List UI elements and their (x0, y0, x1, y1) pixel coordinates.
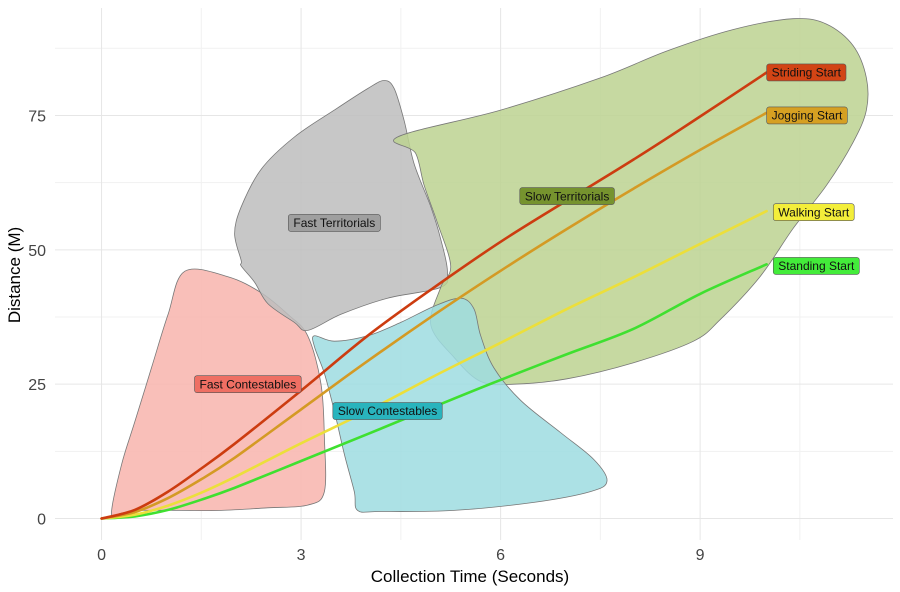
zone-labels: Fast Contestables Fast Territorials Slow T… (194, 187, 615, 420)
zone-label-slow-territorials: Slow Territorials (519, 187, 615, 205)
series-label-text: Standing Start (778, 259, 855, 273)
series-label-box (772, 203, 855, 222)
series-line-standing-start (100, 263, 768, 520)
series-label-walking-start: Walking Start (772, 203, 855, 222)
series-label-standing-start: Standing Start (772, 257, 860, 275)
series-labels: Striding Start Jogging Start Walking Start… (766, 63, 860, 275)
series-line-striding-start (100, 71, 768, 520)
series-label-box (772, 257, 860, 275)
series-label-text: Jogging Start (772, 109, 843, 123)
y-axis-title: Distance (M) (5, 227, 24, 323)
x-tick-label: 9 (696, 547, 705, 564)
zone-label-text: Slow Contestables (338, 404, 437, 418)
series-label-text: Striding Start (772, 66, 842, 80)
series-label-text: Walking Start (778, 205, 850, 219)
y-tick-label: 75 (28, 108, 46, 125)
x-tick-label: 3 (297, 547, 306, 564)
series-label-box (766, 63, 847, 82)
x-axis-title: Collection Time (Seconds) (371, 567, 569, 586)
zone-label-text: Slow Territorials (525, 189, 609, 203)
zone-slow-contestables (312, 297, 608, 513)
zone-label-text: Fast Contestables (200, 377, 297, 391)
zone-label-box (194, 375, 302, 393)
zones (111, 18, 869, 518)
y-tick-label: 0 (37, 512, 46, 529)
ticks: 0 3 6 9 0 25 50 75 (28, 108, 704, 564)
y-tick-label: 50 (28, 243, 46, 260)
x-tick-label: 6 (496, 547, 505, 564)
y-tick-label: 25 (28, 377, 46, 394)
zone-label-box (332, 402, 443, 420)
series-label-striding-start: Striding Start (766, 63, 847, 82)
x-tick-label: 0 (97, 547, 106, 564)
series-line-jogging-start (100, 111, 768, 520)
zone-label-text: Fast Territorials (293, 216, 375, 230)
zone-fast-territorials (234, 80, 449, 332)
zone-label-box (288, 214, 381, 232)
zone-label-fast-territorials: Fast Territorials (288, 214, 381, 232)
series-label-jogging-start: Jogging Start (766, 106, 848, 125)
series-label-box (766, 106, 848, 125)
zone-label-slow-contestables: Slow Contestables (332, 402, 443, 420)
zone-label-box (519, 187, 615, 205)
zone-label-fast-contestables: Fast Contestables (194, 375, 302, 393)
